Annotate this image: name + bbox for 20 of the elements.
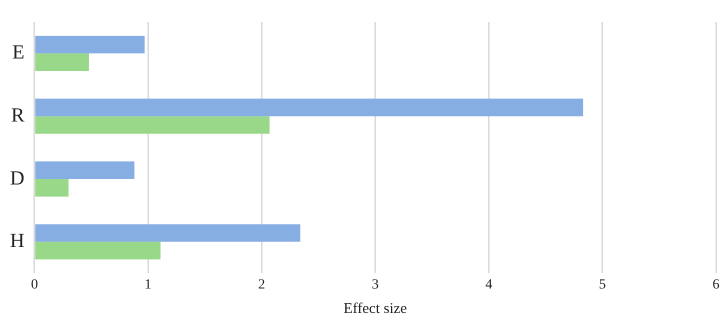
bar bbox=[35, 36, 145, 54]
x-tick-label: 4 bbox=[485, 277, 492, 292]
bar bbox=[35, 179, 69, 197]
y-tick-label: E bbox=[12, 42, 24, 64]
bar bbox=[35, 116, 270, 134]
y-tick-label: D bbox=[10, 167, 24, 190]
x-tick-label: 5 bbox=[598, 277, 606, 292]
x-tick-label: 1 bbox=[144, 277, 152, 292]
x-tick-label: 0 bbox=[30, 277, 38, 292]
x-tick-label: 6 bbox=[712, 277, 720, 292]
x-axis-title: Effect size bbox=[344, 300, 408, 317]
x-tick-label: 2 bbox=[258, 277, 266, 292]
bar bbox=[35, 98, 584, 116]
bar bbox=[35, 53, 89, 71]
y-tick-label: H bbox=[10, 230, 24, 252]
bar bbox=[35, 224, 300, 242]
bar bbox=[35, 161, 134, 179]
y-tick-label: R bbox=[11, 104, 26, 126]
x-tick-label: 3 bbox=[372, 277, 379, 292]
bar bbox=[35, 242, 161, 260]
